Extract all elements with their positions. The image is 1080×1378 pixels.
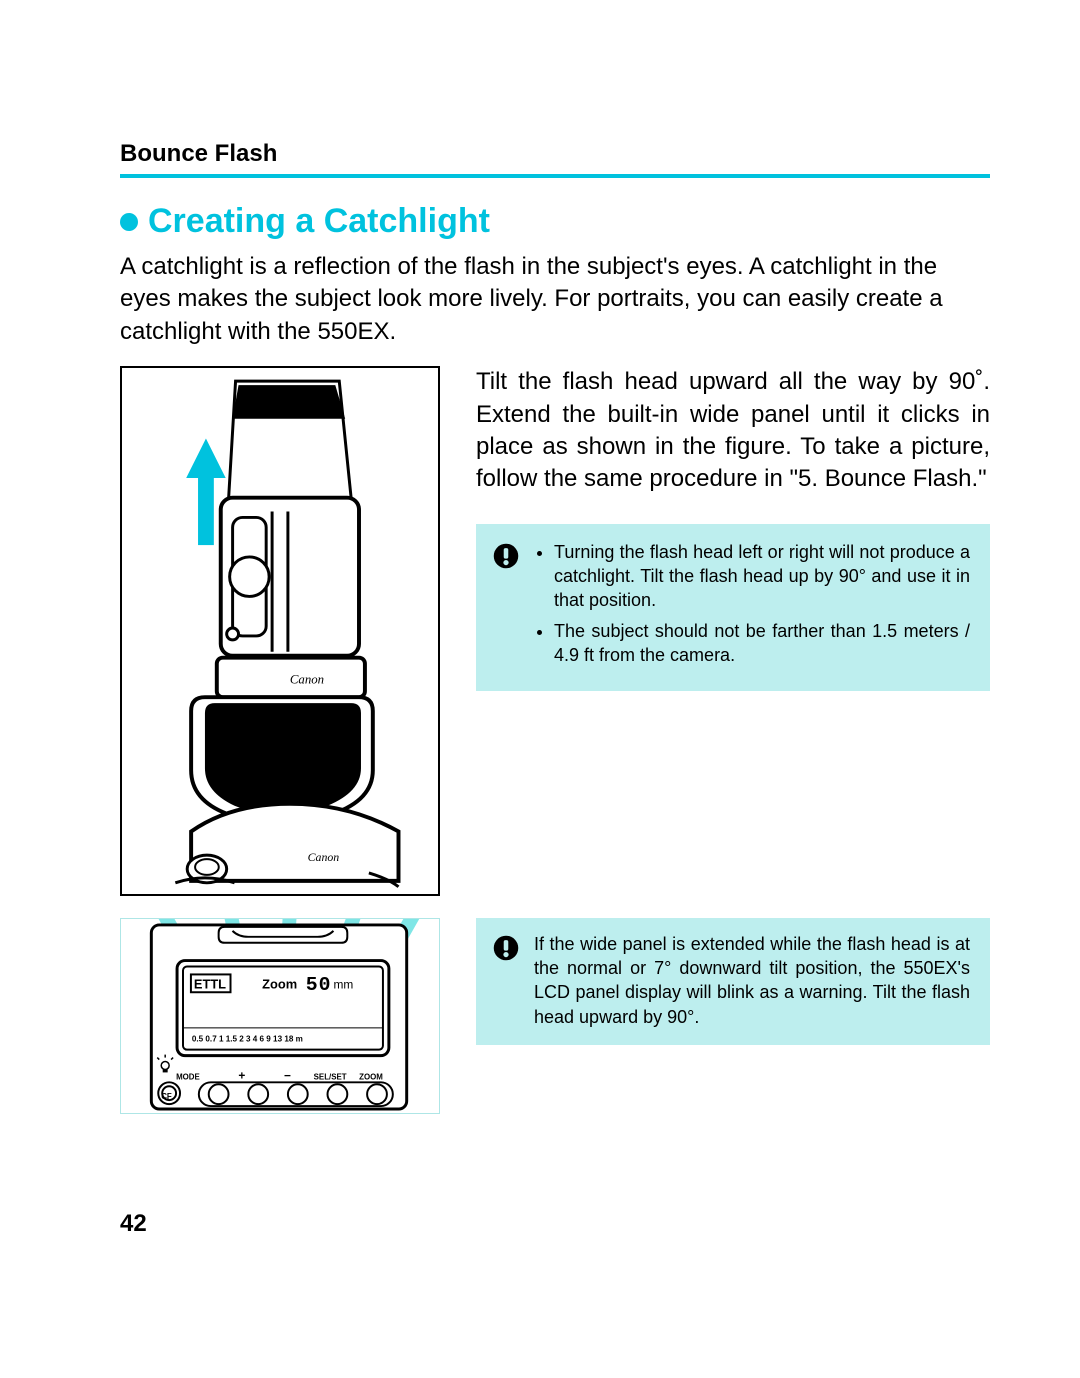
page-title: Creating a Catchlight bbox=[120, 202, 990, 241]
lcd-zoom-value: 50 bbox=[306, 974, 332, 996]
intro-paragraph: A catchlight is a reflection of the flas… bbox=[120, 251, 990, 348]
figure-flash-tilt: Canon Canon bbox=[120, 366, 440, 896]
lcd-illustration-svg: ETTL Zoom 50 mm 0.5 0.7 1 1.5 2 3 4 6 9 … bbox=[121, 919, 439, 1113]
lcd-btn-minus-label: − bbox=[284, 1069, 291, 1083]
lcd-mode-text: ETTL bbox=[194, 976, 226, 991]
manual-page: Bounce Flash Creating a Catchlight A cat… bbox=[0, 0, 1080, 1378]
svg-text:Canon: Canon bbox=[308, 850, 340, 864]
flash-illustration-svg: Canon Canon bbox=[122, 368, 438, 894]
caution-icon bbox=[492, 932, 522, 1028]
caution-note-1-list: Turning the flash head left or right wil… bbox=[534, 540, 970, 673]
caution-note-1-item: Turning the flash head left or right wil… bbox=[554, 540, 970, 613]
lcd-distance-scale: 0.5 0.7 1 1.5 2 3 4 6 9 13 18 m bbox=[192, 1035, 303, 1044]
lcd-btn-zoom-label: ZOOM bbox=[359, 1073, 383, 1082]
lcd-zoom-label: Zoom bbox=[262, 976, 297, 991]
lcd-btn-selset-label: SEL/SET bbox=[314, 1073, 347, 1082]
lcd-btn-mode-label: MODE bbox=[176, 1073, 200, 1082]
row-lcd-and-note: ETTL Zoom 50 mm 0.5 0.7 1 1.5 2 3 4 6 9 … bbox=[120, 918, 990, 1114]
lcd-cf-label: CF bbox=[161, 1092, 172, 1101]
page-number: 42 bbox=[120, 1210, 147, 1238]
figure-lcd-panel: ETTL Zoom 50 mm 0.5 0.7 1 1.5 2 3 4 6 9 … bbox=[120, 918, 440, 1114]
lcd-btn-plus-label: + bbox=[238, 1069, 245, 1083]
row-figure-and-instruction: Canon Canon Tilt the flash head upward a… bbox=[120, 366, 990, 896]
header-rule bbox=[120, 174, 990, 178]
caution-note-2: If the wide panel is extended while the … bbox=[476, 918, 990, 1044]
instruction-column: Tilt the flash head upward all the way b… bbox=[476, 366, 990, 691]
title-bullet-icon bbox=[120, 213, 138, 231]
instruction-text: Tilt the flash head upward all the way b… bbox=[476, 366, 990, 496]
caution-icon bbox=[492, 540, 522, 673]
section-header: Bounce Flash bbox=[120, 140, 990, 168]
lcd-zoom-unit: mm bbox=[333, 977, 353, 991]
caution-note-1-item: The subject should not be farther than 1… bbox=[554, 619, 970, 668]
title-text: Creating a Catchlight bbox=[148, 202, 490, 241]
caution-note-1: Turning the flash head left or right wil… bbox=[476, 524, 990, 691]
caution-note-2-text: If the wide panel is extended while the … bbox=[534, 932, 970, 1028]
svg-text:Canon: Canon bbox=[290, 673, 324, 687]
